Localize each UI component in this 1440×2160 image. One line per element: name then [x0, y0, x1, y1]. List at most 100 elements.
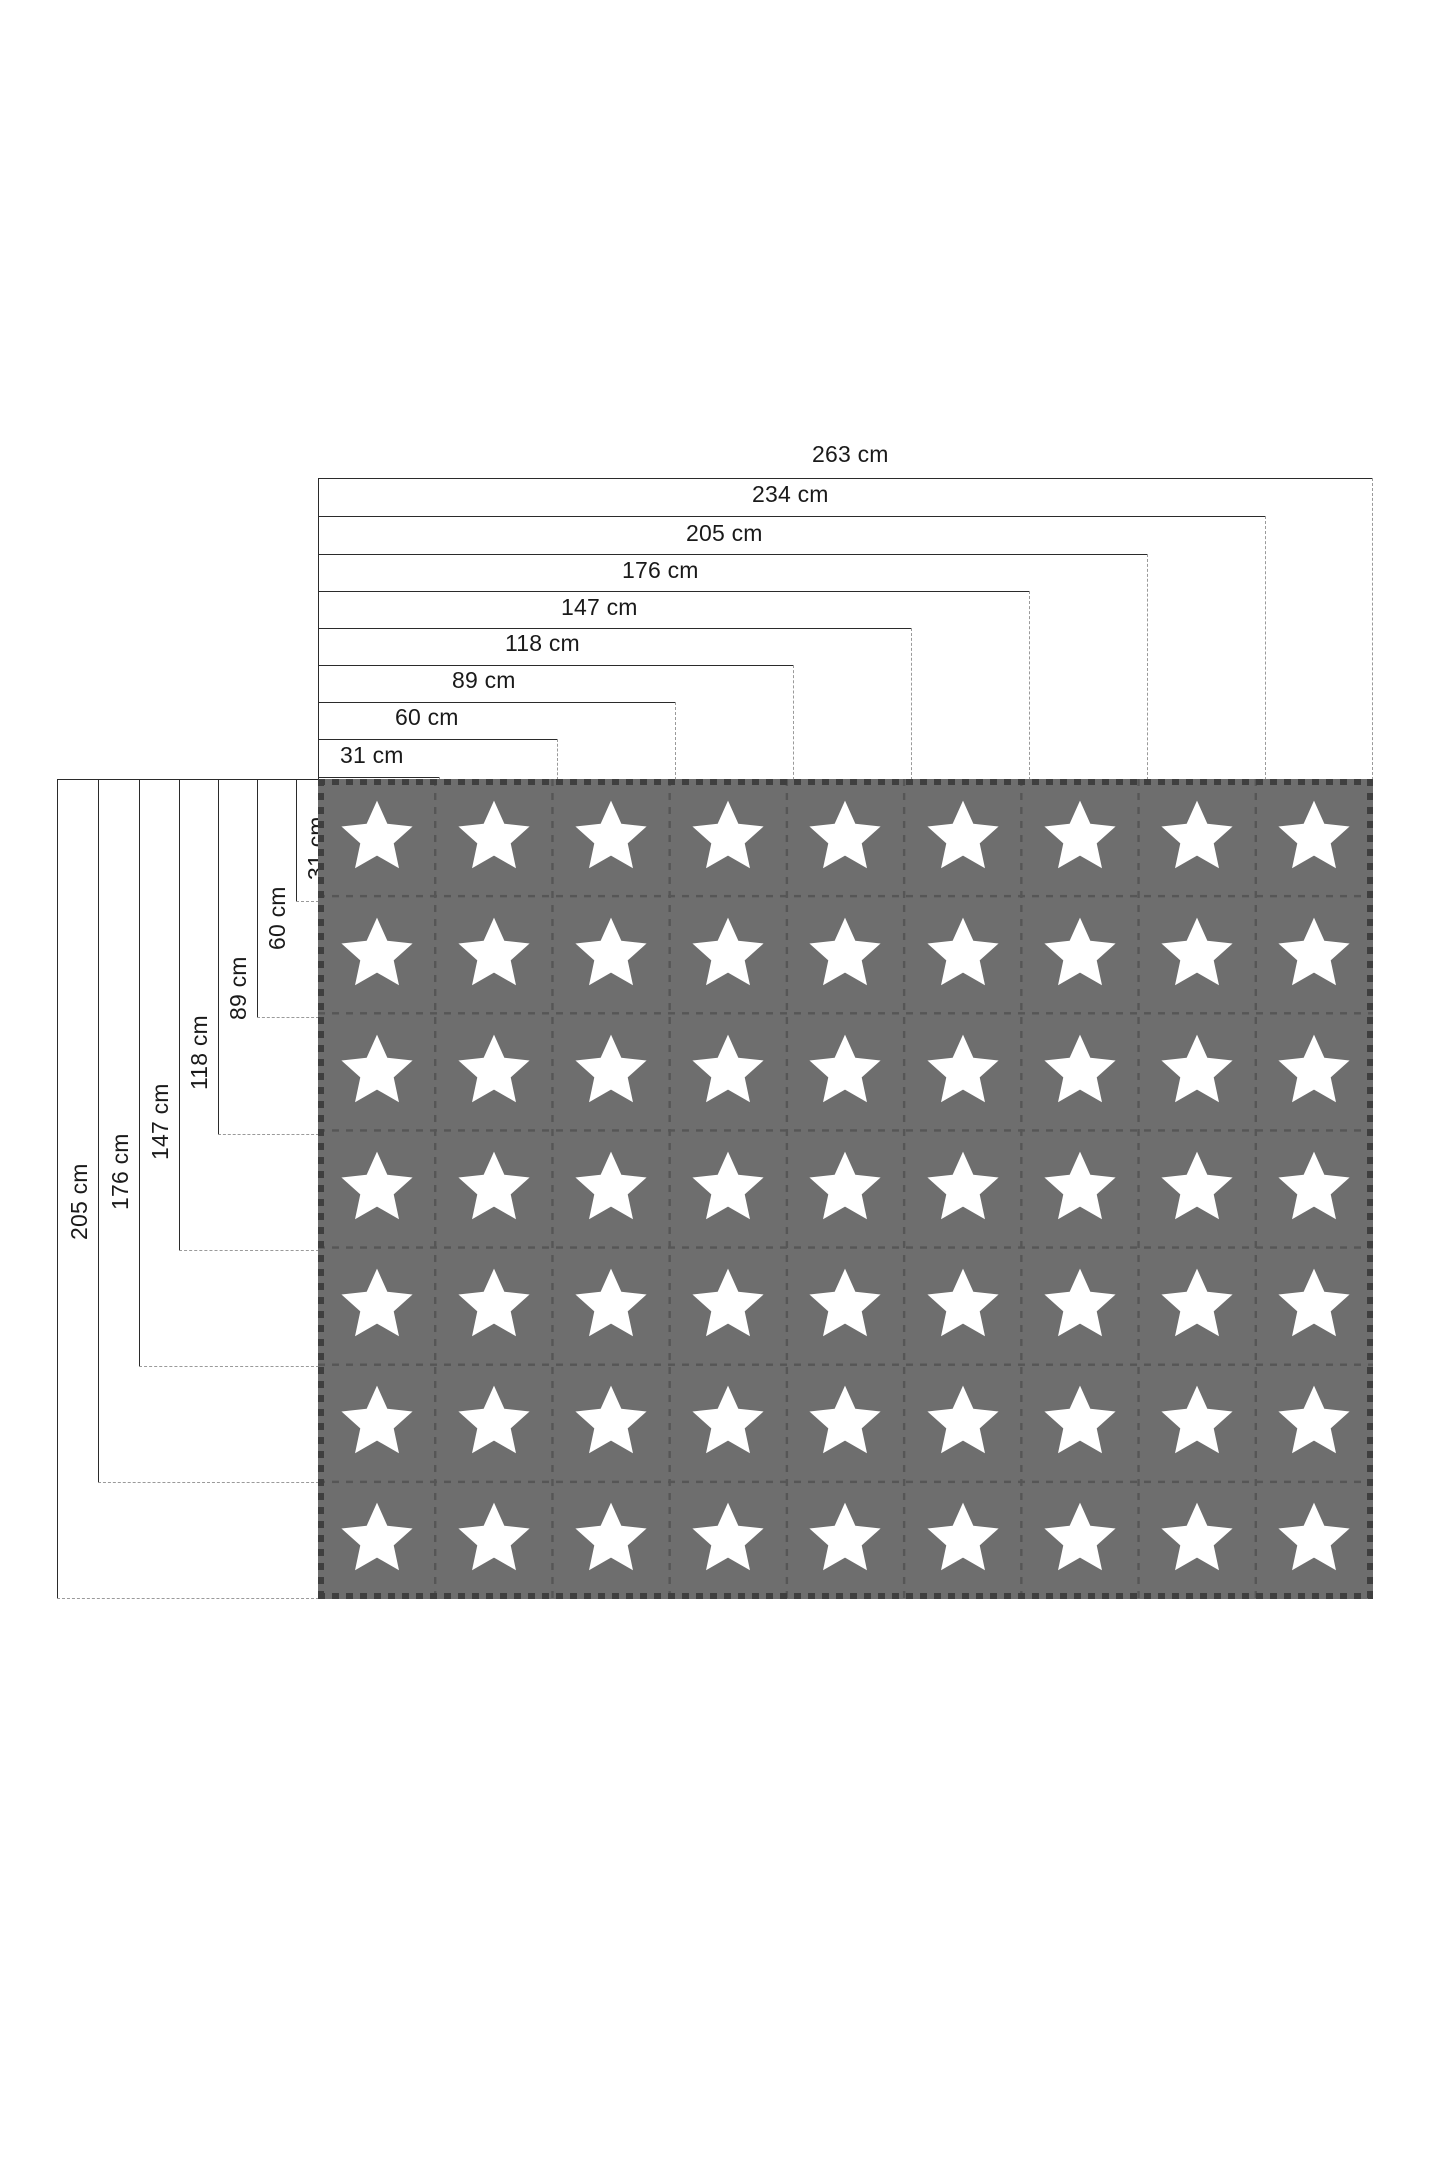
- v-dim-line-60: [257, 779, 258, 1017]
- mat-tile: [786, 896, 905, 1014]
- v-dim-line-89: [218, 779, 219, 1134]
- mat-tile: [669, 1013, 787, 1131]
- mat-tile: [1021, 779, 1139, 897]
- mat-tile: [318, 1481, 436, 1599]
- mat-tile: [318, 779, 436, 897]
- star-icon: [575, 1034, 647, 1103]
- star-icon: [927, 1385, 999, 1454]
- star-icon: [575, 800, 647, 868]
- star-icon: [809, 800, 882, 868]
- h-dim-label-176: 176 cm: [622, 557, 699, 583]
- mat-tile: [1138, 1364, 1256, 1482]
- star-icon: [458, 1503, 530, 1571]
- mat-tile: [1021, 1364, 1139, 1482]
- mat-tile: [1138, 1013, 1256, 1131]
- mat-tile: [1021, 1481, 1139, 1599]
- mat-tile: [435, 779, 553, 897]
- mat-tile: [1255, 1364, 1373, 1482]
- mat-tile: [435, 896, 553, 1014]
- mat-tile: [552, 1013, 670, 1131]
- star-icon: [1044, 917, 1116, 985]
- mat-tile: [904, 779, 1022, 897]
- star-icon: [1161, 1268, 1233, 1337]
- star-icon: [692, 1385, 764, 1454]
- mat-tile: [552, 1364, 670, 1482]
- mat-tile: [1255, 1013, 1373, 1131]
- star-icon: [575, 1385, 647, 1454]
- star-icon: [692, 1151, 764, 1220]
- star-icon: [575, 1268, 647, 1337]
- mat-tile: [669, 1364, 787, 1482]
- mat-tile: [669, 1481, 787, 1599]
- star-icon: [341, 1151, 413, 1220]
- mat-tile: [1255, 1130, 1373, 1248]
- mat-tile: [904, 1130, 1022, 1248]
- star-icon: [1278, 1151, 1350, 1220]
- star-icon: [1278, 1385, 1350, 1454]
- star-icon: [458, 917, 530, 985]
- star-icon: [692, 1268, 764, 1337]
- mat-tile: [904, 896, 1022, 1014]
- star-icon: [1044, 1503, 1116, 1571]
- star-icon: [809, 1034, 882, 1103]
- mat-tile: [552, 896, 670, 1014]
- v-dim-line-118: [179, 779, 180, 1250]
- mat-tile: [552, 779, 670, 897]
- mat-tile: [318, 1247, 436, 1365]
- star-icon: [1044, 800, 1116, 868]
- h-dim-line-60: [318, 739, 558, 740]
- h-dim-line-31: [318, 777, 440, 778]
- h-dim-line-147: [318, 628, 912, 629]
- mat-tile: [786, 1013, 905, 1131]
- star-icon: [1278, 1034, 1350, 1103]
- star-icon: [1161, 1034, 1233, 1103]
- star-icon: [341, 1034, 413, 1103]
- mat-tile: [1138, 779, 1256, 897]
- star-icon: [927, 1268, 999, 1337]
- v-dim-label-205: 205 cm: [66, 1163, 92, 1240]
- h-dim-line-89: [318, 702, 676, 703]
- mat-tile: [786, 1364, 905, 1482]
- star-icon: [1278, 917, 1350, 985]
- star-icon: [809, 1385, 882, 1454]
- mat-tile: [1021, 1013, 1139, 1131]
- h-dim-label-205: 205 cm: [686, 520, 763, 546]
- star-icon: [1044, 1034, 1116, 1103]
- star-icon: [458, 1268, 530, 1337]
- h-dim-label-118: 118 cm: [505, 630, 580, 656]
- v-dim-tick-176: [98, 1482, 319, 1483]
- mat-tile: [904, 1364, 1022, 1482]
- play-mat: [318, 779, 1373, 1599]
- star-icon: [458, 1034, 530, 1103]
- mat-tile: [1255, 1247, 1373, 1365]
- mat-tile: [1021, 1247, 1139, 1365]
- h-dim-tick-205: [1147, 554, 1148, 780]
- mat-tile: [1255, 896, 1373, 1014]
- mat-tile: [786, 1247, 905, 1365]
- star-icon: [809, 1503, 882, 1571]
- h-dim-line-205: [318, 554, 1148, 555]
- star-icon: [927, 917, 999, 985]
- h-dim-line-176: [318, 591, 1030, 592]
- mat-tile: [552, 1130, 670, 1248]
- h-dim-tick-89: [675, 702, 676, 780]
- mat-tile: [552, 1481, 670, 1599]
- mat-tile-grid: [318, 779, 1373, 1599]
- h-dim-label-60: 60 cm: [395, 704, 459, 730]
- star-icon: [692, 1503, 764, 1571]
- star-icon: [458, 1385, 530, 1454]
- star-icon: [1161, 917, 1233, 985]
- star-icon: [1278, 1268, 1350, 1337]
- h-dim-left-tick: [318, 478, 319, 780]
- star-icon: [1278, 800, 1350, 868]
- v-dim-label-60: 60 cm: [264, 886, 290, 950]
- mat-tile: [669, 896, 787, 1014]
- star-icon: [1278, 1503, 1350, 1571]
- star-icon: [927, 800, 999, 868]
- v-dim-top-tick: [57, 779, 319, 780]
- star-icon: [809, 1151, 882, 1220]
- mat-tile: [1138, 896, 1256, 1014]
- mat-tile: [435, 1247, 553, 1365]
- mat-tile: [1138, 1247, 1256, 1365]
- star-icon: [1161, 1385, 1233, 1454]
